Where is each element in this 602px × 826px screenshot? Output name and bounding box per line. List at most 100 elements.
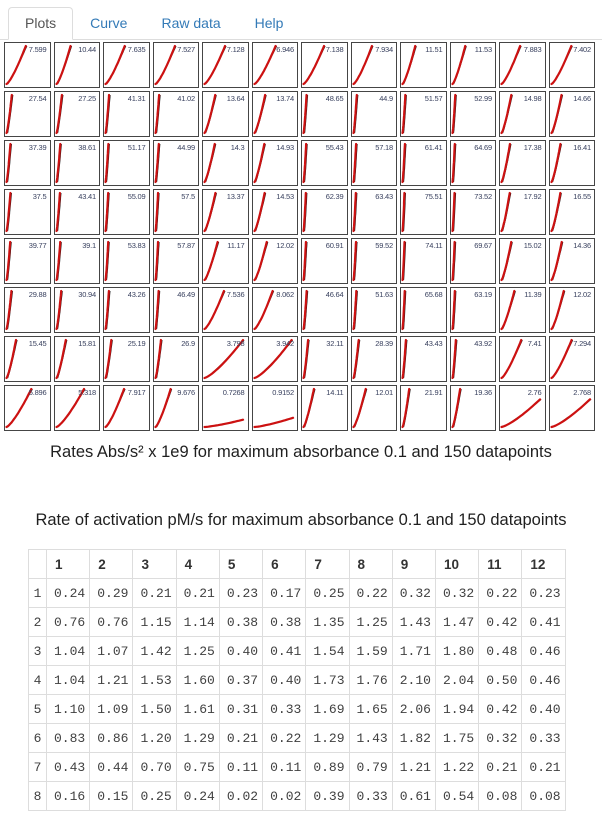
mini-plot: 0.7268	[202, 385, 249, 431]
mini-plot: 46.49	[152, 287, 199, 333]
mini-plot: 46.64	[301, 287, 348, 333]
table-cell: 0.33	[521, 723, 566, 753]
table-cell: 1.29	[175, 723, 220, 753]
mini-plot: 12.01	[350, 385, 397, 431]
mini-plot: 15.45	[4, 336, 51, 382]
mini-plot: 29.88	[4, 287, 51, 333]
table-caption: Rate of activation pM/s for maximum abso…	[35, 511, 567, 529]
mini-plot-value-label: 14.53	[276, 192, 294, 201]
mini-plot: 7.635	[103, 42, 150, 88]
table-cell: 0.24	[45, 578, 91, 608]
mini-plot-value-label: 7.128	[226, 45, 245, 54]
mini-plot: 57.87	[152, 238, 199, 284]
mini-plot-value-label: 14.66	[573, 94, 591, 103]
mini-plot: 14.3	[202, 140, 249, 186]
table-cell: 1.10	[45, 694, 91, 724]
mini-plot-value-label: 7.599	[28, 45, 47, 54]
mini-plot-curve	[104, 289, 111, 331]
plot-grid-row: 5.896 5.318 7.917 9.676 0.7268 0.9152 14.11 12.…	[4, 385, 602, 431]
plot-grid-row: 37.39 38.61 51.17 44.99 14.3 14.93 55.43 57.18 6…	[4, 140, 602, 186]
table-cell: 1.59	[348, 636, 393, 666]
tab-plots[interactable]: Plots	[8, 7, 74, 40]
mini-plot-curve	[351, 289, 358, 331]
mini-plot-value-label: 63.19	[474, 290, 492, 299]
mini-plot-value-label: 53.83	[127, 241, 146, 250]
table-cell: 0.38	[218, 607, 264, 637]
table-col-header: 1	[45, 549, 91, 579]
mini-plot-value-label: 65.68	[424, 290, 443, 299]
mini-plot-curve	[450, 289, 456, 331]
mini-plot-curve	[401, 338, 408, 380]
mini-plot-value-label: 16.55	[573, 192, 591, 201]
mini-plot: 59.52	[350, 238, 397, 284]
mini-plot: 7.527	[152, 42, 199, 88]
mini-plot-value-label: 0.9152	[272, 388, 294, 397]
mini-plot-curve	[401, 44, 417, 86]
tab-help[interactable]: Help	[254, 15, 284, 31]
mini-plot-curve	[302, 44, 326, 86]
table-col-header: 11	[478, 549, 523, 579]
mini-plot-curve	[104, 191, 110, 233]
plot-grid-row: 27.54 27.25 41.31 41.02 13.64 13.74 48.65 44.9 5…	[4, 91, 602, 137]
table-cell: 1.47	[434, 607, 480, 637]
mini-plot-curve	[351, 44, 373, 86]
table-cell: 0.33	[348, 781, 393, 811]
mini-plot-value-label: 12.01	[375, 388, 393, 397]
mini-plot-curve	[549, 93, 563, 135]
tab-curve[interactable]: Curve	[90, 15, 128, 31]
mini-plot: 16.41	[548, 140, 595, 186]
table-cell: 0.37	[218, 665, 264, 695]
mini-plot-value-label: 15.45	[28, 339, 47, 348]
mini-plot-curve	[203, 240, 220, 282]
table-cell: 0.21	[218, 723, 264, 753]
mini-plot: 7.294	[548, 336, 595, 382]
mini-plot-value-label: 5.318	[78, 388, 96, 397]
mini-plot-value-label: 38.61	[78, 143, 96, 152]
table-cell: 0.21	[478, 752, 523, 782]
mini-plot-value-label: 57.87	[177, 241, 195, 250]
table-cell: 0.11	[262, 752, 307, 782]
mini-plot-value-label: 63.43	[375, 192, 393, 201]
table-cell: 1.82	[391, 723, 436, 753]
mini-plot-curve	[549, 240, 563, 282]
mini-plot-value-label: 14.36	[573, 241, 591, 250]
mini-plot: 44.9	[350, 91, 397, 137]
mini-plot-curve	[549, 289, 565, 331]
table-col-header: 7	[305, 549, 350, 579]
mini-plot-value-label: 7.527	[177, 45, 195, 54]
mini-plot: 73.52	[449, 189, 496, 235]
mini-plot-curve	[252, 289, 274, 331]
mini-plot-curve	[302, 338, 310, 380]
mini-plot-curve	[500, 289, 516, 331]
tab-raw-data[interactable]: Raw data	[161, 15, 221, 31]
table-row-header: 1	[28, 578, 47, 608]
mini-plot: 21.91	[400, 385, 447, 431]
table-cell: 0.21	[132, 578, 177, 608]
table-row: 2 0.76 0.76 1.15 1.14 0.38 0.38 1.35 1.25 1.43 1.4…	[28, 607, 566, 637]
mini-plot: 5.896	[4, 385, 51, 431]
table-row-header: 2	[28, 607, 47, 637]
mini-plot-value-label: 15.81	[78, 339, 96, 348]
mini-plot-value-label: 12.02	[573, 290, 591, 299]
mini-plot: 39.77	[4, 238, 51, 284]
mini-plot-value-label: 48.65	[325, 94, 344, 103]
table-cell: 0.40	[218, 636, 264, 666]
table-row-header: 6	[28, 723, 47, 753]
plot-grid-row: 29.88 30.94 43.26 46.49 7.536 8.062 46.64 51.63…	[4, 287, 602, 333]
table-cell: 0.16	[45, 781, 91, 811]
table-col-header: 9	[391, 549, 436, 579]
mini-plot-curve	[500, 338, 523, 380]
table-cell: 0.76	[89, 607, 134, 637]
table-cell: 0.21	[521, 752, 566, 782]
table-cell: 0.41	[521, 607, 566, 637]
mini-plot-curve	[351, 240, 358, 282]
mini-plot-value-label: 2.768	[573, 388, 591, 397]
mini-plot-value-label: 7.883	[523, 45, 542, 54]
table-cell: 1.25	[348, 607, 393, 637]
mini-plot: 12.02	[251, 238, 298, 284]
mini-plot: 14.11	[301, 385, 348, 431]
table-cell: 1.65	[348, 694, 393, 724]
mini-plot-curve	[54, 289, 63, 331]
table-cell: 1.15	[132, 607, 177, 637]
mini-plot-curve	[549, 44, 573, 86]
